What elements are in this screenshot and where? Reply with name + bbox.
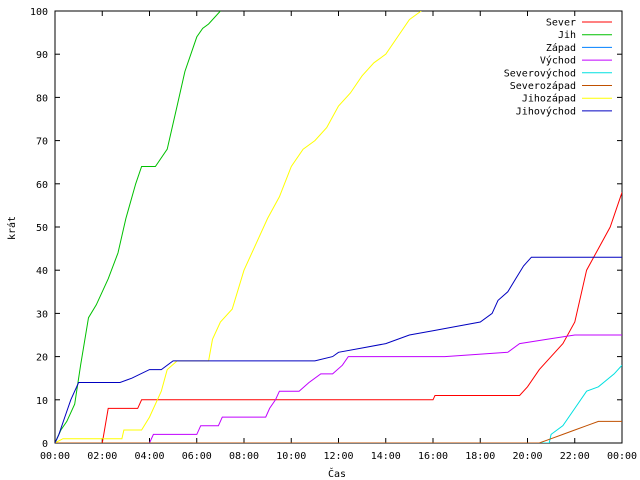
legend-label-jihozapad: Jihozápad xyxy=(522,93,576,105)
y-tick-label: 40 xyxy=(36,266,48,277)
x-tick-label: 04:00 xyxy=(134,451,164,462)
y-tick-label: 90 xyxy=(36,50,48,61)
y-tick-label: 100 xyxy=(30,7,48,18)
x-tick-label: 16:00 xyxy=(418,451,448,462)
legend-label-zapad: Západ xyxy=(546,42,576,54)
y-tick-label: 0 xyxy=(42,439,48,450)
x-tick-label: 00:00 xyxy=(607,451,637,462)
x-tick-label: 12:00 xyxy=(323,451,353,462)
x-tick-label: 20:00 xyxy=(512,451,542,462)
series-line-jihozapad xyxy=(55,11,422,443)
y-tick-label: 50 xyxy=(36,223,48,234)
axes: 0 10 20 30 40 50 60 70 80 90 100 00:00 02:00 04:00 06:… xyxy=(30,7,637,462)
y-tick-label: 80 xyxy=(36,93,48,104)
y-tick-label: 60 xyxy=(36,180,48,191)
series-line-jih xyxy=(55,11,221,443)
x-tick-label: 08:00 xyxy=(229,451,259,462)
x-tick-label: 14:00 xyxy=(371,451,401,462)
x-tick-label: 10:00 xyxy=(276,451,306,462)
legend: SeverJihZápadVýchodSeverovýchodSeverozáp… xyxy=(504,18,612,117)
y-tick-label: 70 xyxy=(36,137,48,148)
x-tick-label: 00:00 xyxy=(40,451,70,462)
x-tick-label: 06:00 xyxy=(182,451,212,462)
series-line-jihovychod xyxy=(55,256,622,443)
legend-label-severozapad: Severozápad xyxy=(510,80,576,92)
x-tick-label: 02:00 xyxy=(87,451,117,462)
legend-label-vychod: Východ xyxy=(540,55,576,67)
y-tick-label: 20 xyxy=(36,353,48,364)
x-axis-label: Čas xyxy=(328,467,346,480)
series-line-vychod xyxy=(55,334,622,443)
y-axis-label: krát xyxy=(6,216,18,240)
legend-label-jihovychod: Jihovýchod xyxy=(516,105,576,117)
legend-label-severovychod: Severovýchod xyxy=(504,67,576,79)
y-tick-label: 10 xyxy=(36,396,48,407)
legend-label-jih: Jih xyxy=(558,30,576,41)
legend-label-sever: Sever xyxy=(546,18,576,29)
series-layer xyxy=(55,11,622,443)
series-line-severozapad xyxy=(55,420,622,443)
series-line-severovychod xyxy=(55,364,622,443)
x-tick-label: 22:00 xyxy=(560,451,590,462)
y-tick-label: 30 xyxy=(36,309,48,320)
series-line-sever xyxy=(55,192,622,443)
x-tick-label: 18:00 xyxy=(465,451,495,462)
